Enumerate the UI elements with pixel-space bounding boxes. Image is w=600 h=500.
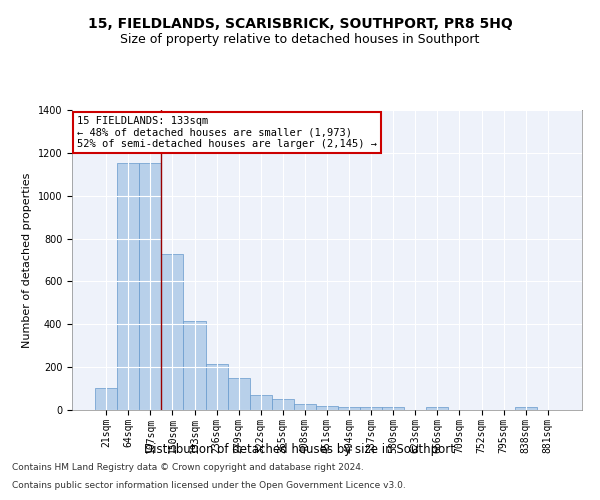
Bar xyxy=(161,254,184,410)
Text: Contains HM Land Registry data © Crown copyright and database right 2024.: Contains HM Land Registry data © Crown c… xyxy=(12,464,364,472)
Bar xyxy=(427,407,448,410)
Bar xyxy=(184,321,206,410)
Bar xyxy=(227,378,250,410)
Bar xyxy=(117,162,139,410)
Text: 15, FIELDLANDS, SCARISBRICK, SOUTHPORT, PR8 5HQ: 15, FIELDLANDS, SCARISBRICK, SOUTHPORT, … xyxy=(88,18,512,32)
Y-axis label: Number of detached properties: Number of detached properties xyxy=(22,172,32,348)
Text: 15 FIELDLANDS: 133sqm
← 48% of detached houses are smaller (1,973)
52% of semi-d: 15 FIELDLANDS: 133sqm ← 48% of detached … xyxy=(77,116,377,149)
Bar xyxy=(139,162,161,410)
Text: Distribution of detached houses by size in Southport: Distribution of detached houses by size … xyxy=(145,442,455,456)
Bar xyxy=(95,388,117,410)
Bar xyxy=(250,395,272,410)
Bar xyxy=(294,404,316,410)
Bar xyxy=(206,364,227,410)
Bar xyxy=(316,406,338,410)
Bar xyxy=(515,407,537,410)
Bar xyxy=(338,407,360,410)
Text: Contains public sector information licensed under the Open Government Licence v3: Contains public sector information licen… xyxy=(12,481,406,490)
Bar xyxy=(272,400,294,410)
Bar xyxy=(360,407,382,410)
Bar xyxy=(382,407,404,410)
Text: Size of property relative to detached houses in Southport: Size of property relative to detached ho… xyxy=(121,32,479,46)
